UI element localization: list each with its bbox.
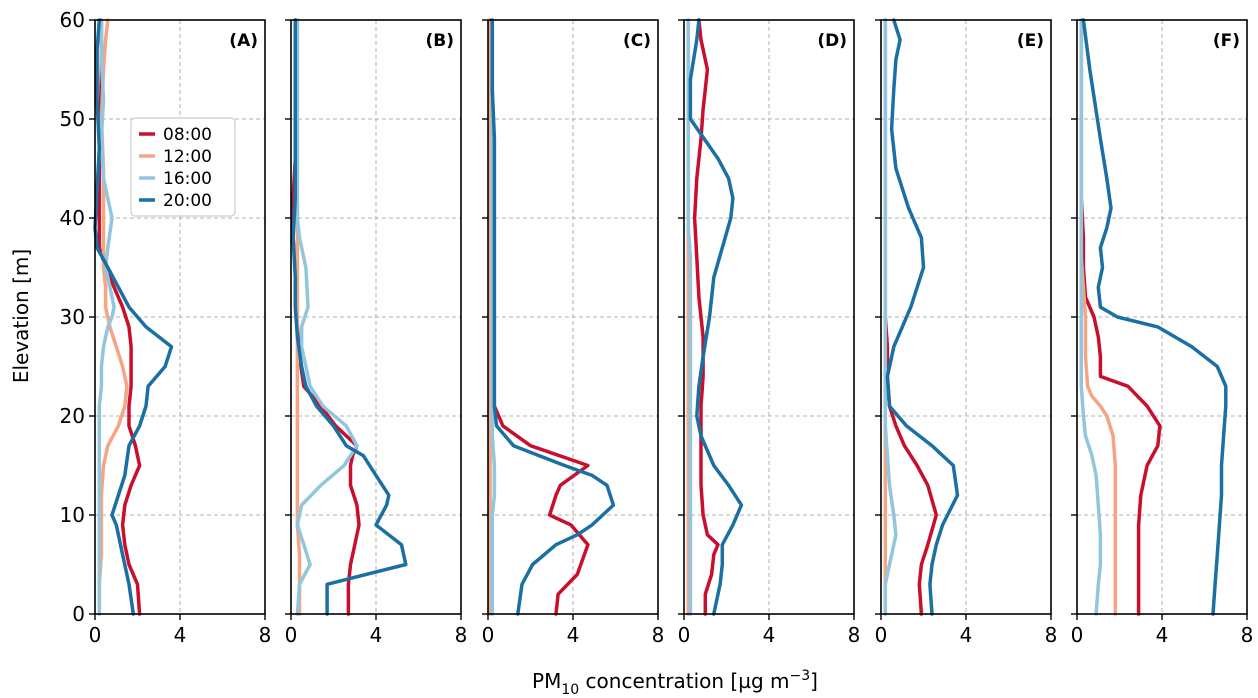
y-tick-label-0: 0 xyxy=(72,602,85,626)
legend-label-0800: 08:00 xyxy=(163,125,212,145)
panel-6-xtick-label-1: 4 xyxy=(1156,623,1169,647)
panel-3-label: (C) xyxy=(623,31,651,51)
legend-label-2000: 20:00 xyxy=(163,191,212,211)
panel-3-xtick-label-2: 8 xyxy=(652,623,665,647)
panel-1-line-0800 xyxy=(97,18,142,616)
legend-frame xyxy=(130,117,236,217)
panel-5-xtick-label-0: 0 xyxy=(875,623,888,647)
y-tick-label-6: 60 xyxy=(60,8,85,32)
panel-3-xtick-label-0: 0 xyxy=(482,623,495,647)
legend-label-1200: 12:00 xyxy=(163,147,212,167)
panel-4-label: (D) xyxy=(817,31,847,51)
y-tick-label-3: 30 xyxy=(60,305,85,329)
panel-4: 0 4 8 (D) xyxy=(678,18,861,647)
legend-label-1600: 16:00 xyxy=(163,169,212,189)
panel-6-xtick-label-2: 8 xyxy=(1241,623,1254,647)
panel-2-xtick-label-0: 0 xyxy=(285,623,298,647)
panel-4-xtick-label-1: 4 xyxy=(763,623,776,647)
panel-2-line-2000 xyxy=(291,18,408,616)
x-axis-title-unit: µg m xyxy=(738,669,789,693)
panel-1-line-2000 xyxy=(93,18,174,616)
x-axis-title-subscript: 10 xyxy=(561,682,579,698)
panel-5-label: (E) xyxy=(1017,31,1044,51)
panel-1-xtick-label-0: 0 xyxy=(89,623,102,647)
panel-5-line-2000 xyxy=(885,18,960,616)
y-tick-label-5: 50 xyxy=(60,107,85,131)
panel-4-line-2000 xyxy=(688,18,744,616)
panel-5-xtick-label-2: 8 xyxy=(1045,623,1058,647)
panel-5-xtick-label-1: 4 xyxy=(960,623,973,647)
panel-6-line-1600 xyxy=(1079,18,1103,616)
panel-4-xtick-label-2: 8 xyxy=(848,623,861,647)
panel-3: 0 4 8 (C) xyxy=(482,18,665,647)
y-axis-title: Elevation [m] xyxy=(9,249,33,383)
panel-2: 0 4 8 (B) xyxy=(285,18,468,647)
panel-1-line-1600 xyxy=(97,18,116,616)
panel-5-line-1600 xyxy=(883,18,898,616)
x-axis-title-superscript: −3 xyxy=(790,668,811,684)
panel-6-line-2000 xyxy=(1081,18,1228,616)
panel-3-line-2000 xyxy=(490,18,616,616)
panel-2-label: (B) xyxy=(426,31,455,51)
panel-6-label: (F) xyxy=(1213,31,1240,51)
panel-2-xtick-label-1: 4 xyxy=(370,623,383,647)
x-axis-title-unit-close: ] xyxy=(810,669,818,693)
panel-1: 0 4 8 0 10 20 30 40 50 60 (A) xyxy=(60,8,272,647)
panel-4-xtick-label-0: 0 xyxy=(678,623,691,647)
panel-3-xtick-label-1: 4 xyxy=(567,623,580,647)
panel-2-xtick-label-2: 8 xyxy=(455,623,468,647)
panel-2-line-1600 xyxy=(295,18,359,616)
panel-1-xtick-label-2: 8 xyxy=(259,623,272,647)
x-axis-title-prefix: PM xyxy=(532,669,561,693)
panel-1-xtick-label-1: 4 xyxy=(174,623,187,647)
x-axis-title-middle: concentration xyxy=(579,669,730,693)
panel-4-line-1600 xyxy=(686,18,693,616)
panel-6: 0 4 8 (F) xyxy=(1071,18,1254,647)
y-tick-label-4: 40 xyxy=(60,206,85,230)
x-axis-title: PM10 concentration [µg m−3] xyxy=(532,668,818,698)
y-tick-label-2: 20 xyxy=(60,404,85,428)
panel-1-label: (A) xyxy=(229,31,258,51)
y-tick-label-1: 10 xyxy=(60,503,85,527)
x-axis-title-unit-open: [ xyxy=(730,669,738,693)
panel-4-line-0800 xyxy=(692,18,720,616)
panel-5: 0 4 8 (E) xyxy=(875,18,1058,647)
panel-6-xtick-label-0: 0 xyxy=(1071,623,1084,647)
